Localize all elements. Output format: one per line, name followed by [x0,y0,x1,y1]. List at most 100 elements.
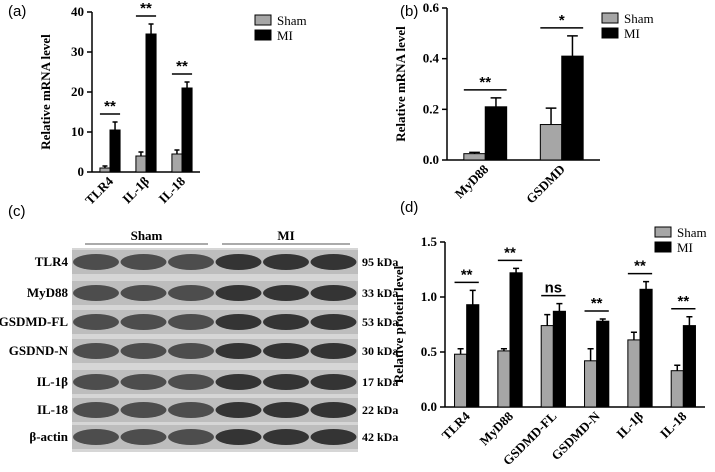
error-bar [138,151,144,156]
x-tick-label: IL-1β [119,173,152,206]
bar [552,310,566,408]
error-bar [469,289,476,305]
bar [181,87,193,173]
blot-band [120,314,167,330]
bar [484,106,508,161]
blot-band [263,402,309,418]
blot-band [263,314,309,330]
blot-strip [72,310,358,334]
legend-swatch [654,226,672,238]
blot-band [310,285,357,301]
y-tick-label: 1.0 [421,289,437,304]
x-tick-label: IL-18 [657,408,690,441]
blot-band [73,343,119,359]
y-tick-label: 40 [71,4,84,19]
error-bar [500,347,507,351]
blot-band [215,374,262,390]
blot-band [310,429,357,445]
y-axis-label: Relative mRNA level [38,34,53,150]
bar [627,339,641,408]
blot-band [310,402,357,418]
x-tick-label: MyD88 [452,161,492,201]
blot-strip [72,398,358,422]
error-bar [643,280,650,290]
legend-swatch [654,241,672,253]
blot-band [73,374,119,390]
blot-strip [72,339,358,363]
row-label: GSDMD-FL [0,314,68,329]
legend-label: Sham [624,11,654,26]
error-bar [148,23,154,34]
error-bar [513,267,520,273]
error-bar [174,149,180,154]
error-bar [184,81,190,88]
row-label: IL-1β [37,374,69,389]
blot-band [73,314,119,330]
row-label: MyD88 [27,285,69,300]
x-tick-label: TLR4 [439,408,473,442]
error-bar [102,165,108,168]
error-bar [674,364,681,371]
legend-swatch [254,14,272,26]
blot-band [263,254,309,270]
size-label: 33 kDa [362,286,398,300]
error-bar [587,347,594,361]
blot-band [120,343,167,359]
legend-label: MI [677,240,693,255]
significance-label: ** [677,293,689,310]
blot-strip [72,250,358,274]
y-tick-label: 1.5 [421,234,438,249]
blot-band [168,402,214,418]
error-bar [545,107,557,125]
bar [145,33,157,173]
group-label: Sham [131,228,163,243]
significance-label: ** [479,74,491,91]
error-bar [630,331,637,340]
error-bar [599,318,606,322]
size-label: 17 kDa [362,375,398,389]
y-tick-label: 0 [78,164,85,179]
blot-band [168,374,214,390]
error-bar [544,313,551,326]
significance-label: * [559,12,565,29]
bar [135,155,147,173]
panel-label: (d) [400,199,418,216]
blot-band [73,254,119,270]
significance-label: ** [591,295,603,312]
group-label: MI [277,228,294,243]
blot-band [215,402,262,418]
legend-label: Sham [677,225,707,240]
significance-label: ** [176,58,188,75]
error-bar [469,151,480,154]
significance-label: ** [461,266,473,283]
x-tick-label: TLR4 [82,173,116,207]
blot-band [168,254,214,270]
panel-label: (b) [400,3,418,20]
legend-label: MI [624,26,640,41]
blot-band [310,374,357,390]
legend-swatch [601,27,619,39]
blot-band [310,343,357,359]
blot-band [215,314,262,330]
blot-strip [72,370,358,394]
y-tick-label: 0.0 [421,399,437,414]
legend-swatch [601,12,619,24]
blot-band [215,254,262,270]
y-tick-label: 0.6 [423,0,440,15]
bar [539,124,563,161]
bar [540,325,554,408]
significance-label: ns [545,280,563,297]
blot-band [168,314,214,330]
bar [171,153,183,173]
size-label: 53 kDa [362,315,398,329]
x-tick-label: MyD88 [476,408,516,448]
panel-label: (c) [8,203,26,220]
blot-strip [72,425,358,449]
error-bar [567,35,578,57]
blot-band [263,343,309,359]
bar [596,320,610,408]
blot-band [263,429,309,445]
blot-band [215,343,262,359]
x-tick-label: IL-18 [156,173,189,206]
blot-band [73,429,119,445]
